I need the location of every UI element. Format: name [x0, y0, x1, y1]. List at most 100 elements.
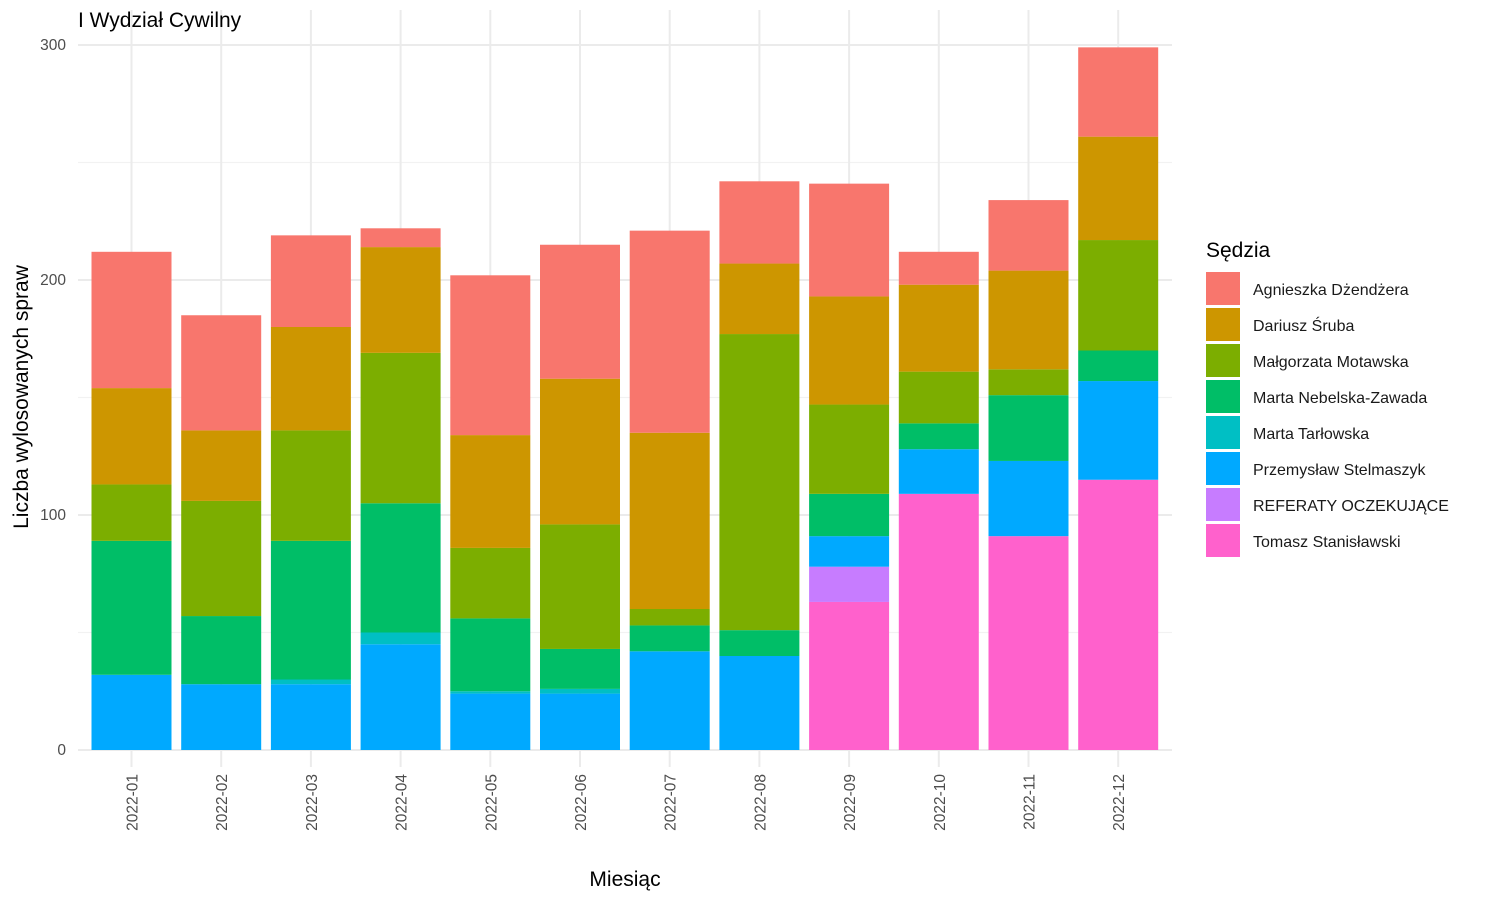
x-axis-ticks: 2022-01 2022-02 2022-03 2022-04 2022-05 2022-…: [125, 774, 1129, 831]
legend-label: Dariusz Śruba: [1253, 316, 1354, 335]
bar-segment: [1078, 479, 1159, 750]
bar-segment: [988, 270, 1069, 370]
bar-segment: [809, 536, 890, 567]
x-tick-label: 2022-11: [1022, 774, 1039, 830]
bar-segment: [988, 200, 1069, 271]
chart-title: I Wydział Cywilny: [78, 9, 242, 32]
bar-segment: [450, 547, 531, 619]
bar-segment: [898, 284, 979, 372]
legend-swatch: [1206, 344, 1240, 377]
bar-segment: [181, 684, 262, 750]
bar-segment: [809, 296, 890, 405]
bar-segment: [360, 228, 441, 248]
legend-label: Przemysław Stelmaszyk: [1253, 462, 1426, 479]
legend-label: Agnieszka Dżendżera: [1253, 282, 1409, 299]
bar-segment: [360, 352, 441, 504]
bar-segment: [450, 275, 531, 436]
legend-swatch: [1206, 308, 1240, 341]
legend-swatch: [1206, 488, 1240, 521]
bar-segment: [181, 430, 262, 501]
bar-segment: [898, 371, 979, 424]
bar-segment: [91, 484, 172, 541]
bar-segment: [809, 404, 890, 494]
legend: Sędzia Agnieszka Dżendżera Dariusz Śruba M…: [1206, 239, 1449, 557]
bar-segment: [629, 625, 710, 652]
x-tick-label: 2022-10: [932, 774, 949, 831]
x-tick-label: 2022-09: [842, 774, 859, 831]
y-tick-label: 0: [57, 742, 66, 759]
bar-segment: [270, 235, 351, 327]
bar-segment: [270, 684, 351, 750]
y-axis-title: Liczba wylosowanych spraw: [10, 264, 33, 529]
bar-segment: [988, 395, 1069, 461]
legend-label: Marta Nebelska-Zawada: [1253, 390, 1427, 407]
legend-label: Tomasz Stanisławski: [1253, 534, 1401, 551]
bar-segment: [91, 251, 172, 389]
y-tick-label: 300: [40, 37, 66, 54]
bar-segment: [898, 423, 979, 450]
bar-segment: [898, 449, 979, 494]
bar-segment: [540, 693, 620, 750]
x-tick-label: 2022-04: [394, 774, 411, 831]
bar-segment: [898, 493, 979, 750]
bar-segment: [450, 618, 531, 692]
x-tick-label: 2022-02: [214, 774, 231, 831]
bar-segment: [719, 181, 800, 264]
legend-label: Małgorzata Motawska: [1253, 354, 1409, 371]
bar-segment: [450, 691, 531, 694]
bar-segment: [719, 656, 800, 750]
bar-segment: [360, 247, 441, 353]
bar-segment: [181, 500, 262, 617]
bar-segment: [988, 369, 1069, 396]
bar-segment: [450, 435, 531, 548]
y-tick-label: 200: [40, 272, 66, 289]
legend-items: Agnieszka Dżendżera Dariusz Śruba Małgorza…: [1206, 272, 1449, 557]
bar-segment: [181, 315, 262, 431]
bar-segment: [450, 693, 531, 750]
y-tick-label: 100: [40, 507, 66, 524]
bar-segment: [360, 644, 441, 750]
bar-segment: [540, 648, 620, 689]
x-tick-label: 2022-05: [483, 774, 500, 831]
bar-segment: [988, 536, 1069, 750]
bar-segment: [719, 334, 800, 631]
bar-segment: [540, 378, 620, 525]
bar-segment: [629, 651, 710, 750]
bar-segment: [91, 388, 172, 485]
bar-segment: [988, 460, 1069, 537]
bar-segment: [1078, 136, 1159, 241]
bar-segment: [540, 688, 620, 694]
bar-segment: [1078, 381, 1159, 480]
bar-segment: [1078, 240, 1159, 351]
bar-segment: [629, 432, 710, 609]
bar-segment: [1078, 47, 1159, 137]
x-tick-label: 2022-07: [663, 774, 680, 831]
bar-segment: [540, 524, 620, 649]
bar-segment: [540, 244, 620, 379]
bar-segment: [719, 630, 800, 656]
legend-swatch: [1206, 416, 1240, 449]
bar-segment: [270, 430, 351, 541]
bar-segment: [1078, 350, 1159, 382]
x-tick-label: 2022-08: [752, 774, 769, 831]
bar-segment: [91, 674, 172, 750]
bar-segment: [898, 251, 979, 285]
bar-segment: [181, 616, 262, 685]
legend-label: Marta Tarłowska: [1253, 426, 1369, 443]
bar-segment: [629, 230, 710, 433]
x-axis-title: Miesiąc: [589, 868, 660, 891]
bar-segment: [270, 679, 351, 685]
bar-segment: [270, 327, 351, 431]
bar-segment: [809, 183, 890, 297]
legend-swatch: [1206, 272, 1240, 305]
bar-segment: [360, 632, 441, 645]
x-tick-label: 2022-12: [1111, 774, 1128, 831]
x-tick-label: 2022-01: [125, 774, 142, 831]
x-tick-label: 2022-03: [304, 774, 321, 831]
legend-title: Sędzia: [1206, 239, 1271, 262]
legend-swatch: [1206, 524, 1240, 557]
x-tick-label: 2022-06: [573, 774, 590, 831]
bar-segment: [360, 503, 441, 633]
bar-segment: [809, 493, 890, 537]
